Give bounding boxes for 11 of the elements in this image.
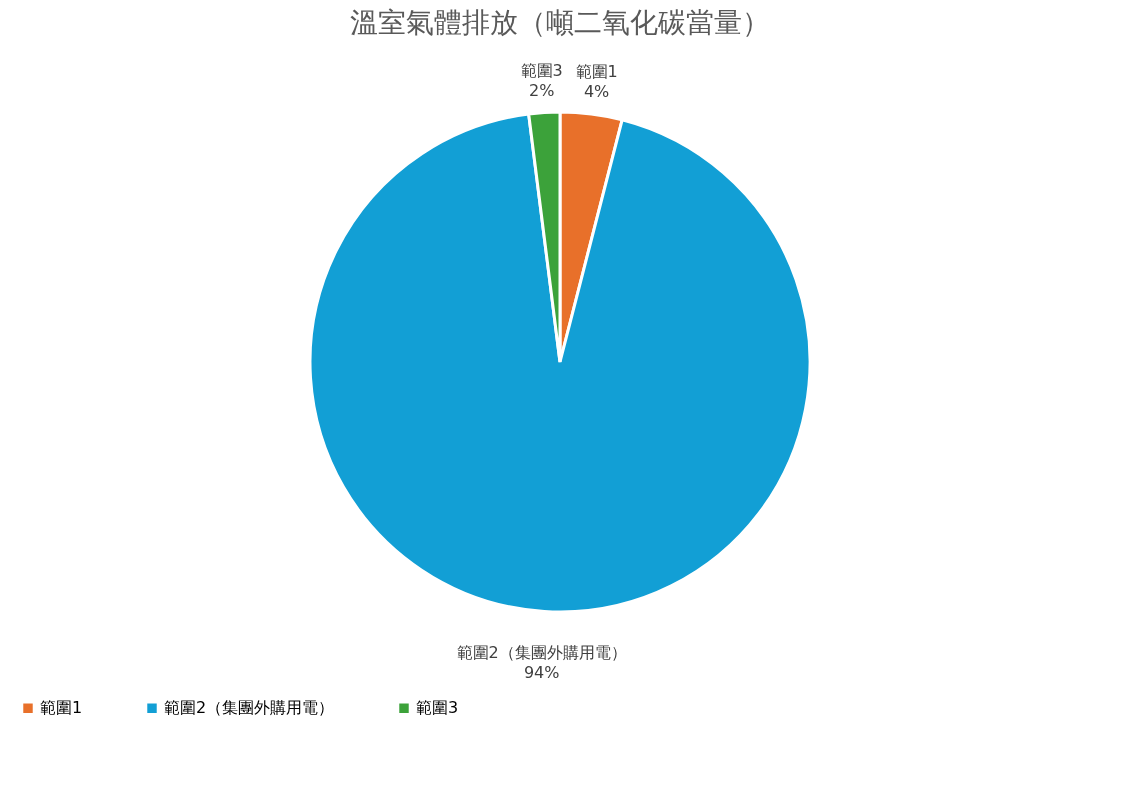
slice-label: 範圍2（集團外購用電） bbox=[456, 643, 627, 663]
legend-label: 範圍2（集團外購用電） bbox=[164, 698, 335, 718]
slice-label: 範圍3 bbox=[520, 60, 563, 80]
data-label: 94% bbox=[523, 663, 560, 683]
data-label: 2% bbox=[528, 80, 555, 100]
data-label: 4% bbox=[583, 82, 610, 102]
chart-title: 溫室氣體排放（噸二氧化碳當量） bbox=[350, 6, 770, 39]
legend-label: 範圍3 bbox=[416, 698, 459, 718]
pie-slice bbox=[308, 112, 812, 614]
legend-label: 範圍1 bbox=[40, 698, 83, 718]
slice-label: 範圍1 bbox=[575, 62, 618, 82]
